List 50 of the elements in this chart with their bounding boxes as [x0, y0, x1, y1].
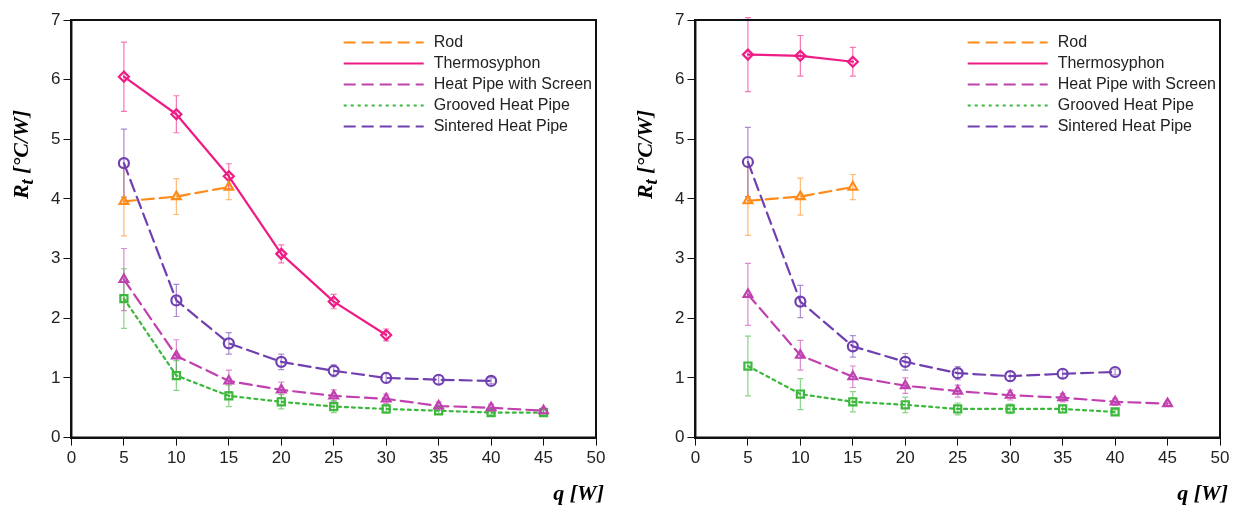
legend-label: Thermosyphon	[433, 53, 541, 71]
x-tick-label: 35	[429, 448, 449, 468]
y-tick-label: 2	[674, 307, 685, 327]
x-tick-label: 20	[271, 448, 291, 468]
legend-label: Thermosyphon	[1057, 53, 1165, 71]
x-tick-label: 30	[376, 448, 396, 468]
x-axis-title: q [W]	[1177, 480, 1228, 506]
y-tick-label: 7	[50, 9, 61, 29]
x-tick-label: 15	[219, 448, 239, 468]
y-tick-label: 1	[50, 367, 61, 387]
x-tick-label: 45	[1158, 448, 1178, 468]
x-tick-label: 50	[1210, 448, 1230, 468]
y-tick-label: 1	[674, 367, 685, 387]
x-tick-label: 15	[843, 448, 863, 468]
x-tick-label: 35	[1053, 448, 1073, 468]
legend-label: Grooved Heat Pipe	[1057, 95, 1194, 113]
legend-label: Rod	[1057, 32, 1088, 50]
x-tick-label: 40	[1105, 448, 1125, 468]
y-tick-label: 5	[674, 129, 685, 148]
legend-label: Heat Pipe with Screen	[1057, 74, 1217, 92]
y-tick-label: 4	[50, 188, 61, 208]
y-tick-label: 6	[674, 69, 685, 89]
x-tick-label: 25	[948, 448, 968, 468]
x-tick-label: 40	[481, 448, 501, 468]
legend-label: Sintered Heat Pipe	[1057, 116, 1193, 134]
y-tick-label: 5	[50, 129, 61, 148]
y-tick-label: 0	[50, 427, 61, 447]
x-tick-label: 0	[66, 448, 77, 468]
x-tick-label: 10	[166, 448, 186, 468]
x-tick-label: 10	[790, 448, 810, 468]
y-tick-label: 3	[674, 248, 685, 268]
x-tick-label: 50	[586, 448, 606, 468]
legend-label: Sintered Heat Pipe	[433, 116, 569, 134]
x-tick-label: 5	[119, 448, 129, 468]
x-tick-label: 30	[1000, 448, 1020, 468]
y-tick-label: 7	[674, 9, 685, 29]
legend-label: Heat Pipe with Screen	[433, 74, 593, 92]
x-tick-label: 5	[743, 448, 753, 468]
x-axis-title: q [W]	[553, 480, 604, 506]
y-tick-label: 3	[50, 248, 61, 268]
x-tick-label: 0	[690, 448, 701, 468]
legend-label: Grooved Heat Pipe	[433, 95, 570, 113]
x-tick-label: 45	[534, 448, 554, 468]
y-tick-label: 4	[674, 188, 685, 208]
x-tick-label: 20	[895, 448, 915, 468]
y-tick-label: 6	[50, 69, 61, 89]
legend-label: Rod	[433, 32, 464, 50]
x-tick-label: 25	[324, 448, 344, 468]
y-tick-label: 0	[674, 427, 685, 447]
y-tick-label: 2	[50, 307, 61, 327]
